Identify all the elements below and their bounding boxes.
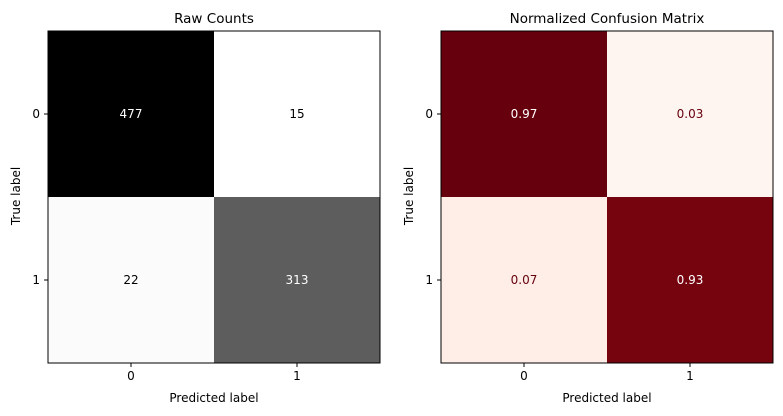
raw-counts-xtick-label-0: 0 [127, 369, 135, 383]
raw-counts-ytick-label-0: 0 [32, 107, 40, 121]
raw-counts-panel: Raw Counts Predicted label True label 47… [9, 11, 381, 405]
normalized-cell-0-1 [607, 31, 773, 197]
raw-counts-frame [47, 30, 381, 364]
normalized-ytick-label-0: 0 [425, 107, 433, 121]
raw-counts-cell-1-0 [48, 197, 214, 363]
normalized-xlabel: Predicted label [562, 391, 651, 405]
raw-counts-yticks: 01 [32, 107, 48, 287]
normalized-cells: 0.97 0.03 0.07 0.93 [441, 31, 773, 363]
normalized-panel: Normalized Confusion Matrix Predicted la… [402, 11, 774, 405]
normalized-frame [440, 30, 774, 364]
raw-counts-xlabel: Predicted label [169, 391, 258, 405]
normalized-cell-label-0-1: 0.03 [677, 107, 704, 121]
raw-counts-cell-label-1-0: 22 [123, 273, 138, 287]
normalized-cell-label-1-0: 0.07 [511, 273, 538, 287]
normalized-yticks: 01 [425, 107, 441, 287]
raw-counts-cell-label-0-1: 15 [289, 107, 304, 121]
normalized-ylabel: True label [402, 167, 416, 226]
normalized-title: Normalized Confusion Matrix [510, 11, 705, 27]
normalized-ytick-label-1: 1 [425, 273, 433, 287]
normalized-cell-label-1-1: 0.93 [677, 273, 704, 287]
raw-counts-title: Raw Counts [174, 11, 254, 27]
normalized-cell-label-0-0: 0.97 [511, 107, 538, 121]
raw-counts-cell-label-1-1: 313 [286, 273, 309, 287]
normalized-xtick-label-1: 1 [686, 369, 694, 383]
raw-counts-cells: 477 15 22 313 [48, 31, 380, 363]
normalized-cell-1-1 [607, 197, 773, 363]
raw-counts-cell-1-1 [214, 197, 380, 363]
raw-counts-ytick-label-1: 1 [32, 273, 40, 287]
raw-counts-ylabel: True label [9, 167, 23, 226]
normalized-cell-1-0 [441, 197, 607, 363]
raw-counts-cell-label-0-0: 477 [120, 107, 143, 121]
raw-counts-cell-0-1 [214, 31, 380, 197]
raw-counts-xtick-label-1: 1 [293, 369, 301, 383]
normalized-cell-0-0 [441, 31, 607, 197]
raw-counts-cell-0-0 [48, 31, 214, 197]
normalized-xtick-label-0: 0 [520, 369, 528, 383]
